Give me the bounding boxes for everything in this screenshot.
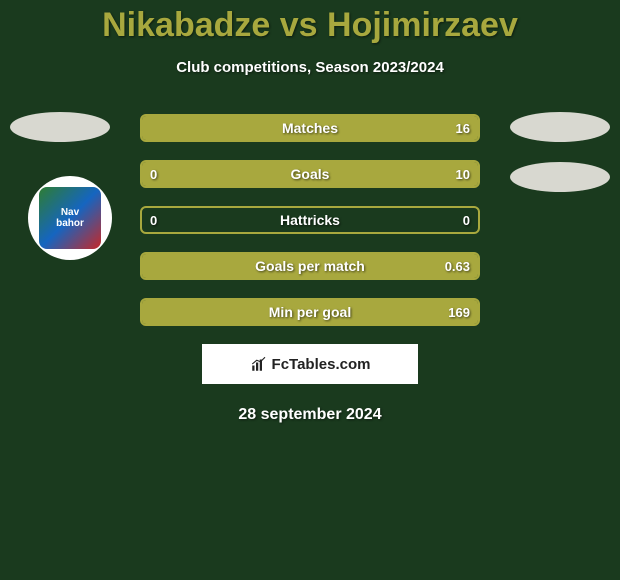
stat-label: Matches (142, 120, 478, 136)
stat-label: Goals (142, 166, 478, 182)
player-avatar-right (510, 112, 610, 142)
stat-label: Goals per match (142, 258, 478, 274)
brand-text: FcTables.com (272, 356, 371, 373)
team-badge-text1: Nav (61, 207, 79, 218)
team-badge-icon: Nav bahor (39, 187, 101, 249)
stat-row: 0.63Goals per match (140, 252, 480, 280)
comparison-title: Nikabadze vs Hojimirzaev (0, 0, 620, 45)
stat-row: 169Min per goal (140, 298, 480, 326)
stat-label: Min per goal (142, 304, 478, 320)
team-badge-left: Nav bahor (28, 176, 112, 260)
comparison-date: 28 september 2024 (0, 406, 620, 424)
stat-row: 16Matches (140, 114, 480, 142)
comparison-content: Nav bahor 16Matches 010Goals 00Hattricks 0.… (0, 114, 620, 424)
chart-icon (250, 355, 268, 373)
player-avatar-left (10, 112, 110, 142)
team-avatar-right (510, 162, 610, 192)
team-badge-text2: bahor (56, 218, 84, 229)
comparison-subtitle: Club competitions, Season 2023/2024 (0, 59, 620, 76)
stats-bars: 16Matches 010Goals 00Hattricks 0.63Goals pe… (140, 114, 480, 326)
stat-row: 010Goals (140, 160, 480, 188)
stat-row: 00Hattricks (140, 206, 480, 234)
stat-label: Hattricks (142, 212, 478, 228)
brand-footer[interactable]: FcTables.com (202, 344, 418, 384)
